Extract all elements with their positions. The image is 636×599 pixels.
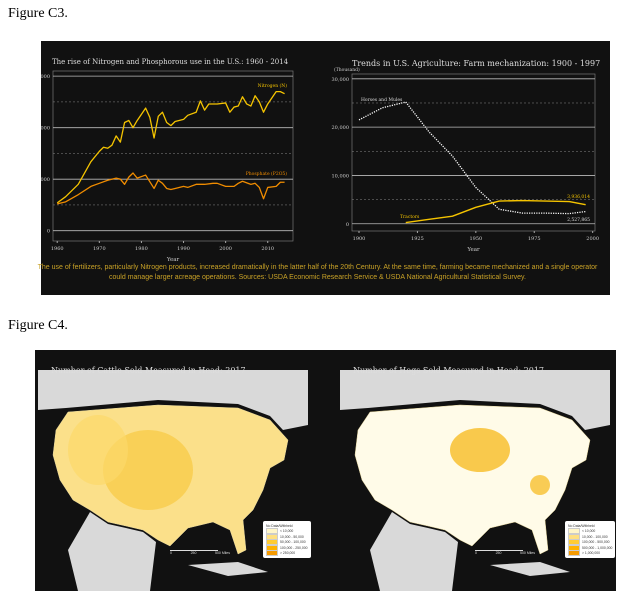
series-line-horses-and-mules bbox=[358, 101, 586, 215]
hogs-nc-region bbox=[530, 475, 550, 495]
series-line-tractors bbox=[405, 199, 586, 224]
y-tick-label: 15,000 bbox=[41, 74, 50, 80]
y-axis-label: (Thousand) bbox=[334, 66, 360, 73]
legend-label: 100,000 - 250,000 bbox=[280, 545, 308, 550]
scale-label: 500 Miles bbox=[520, 551, 535, 555]
y-tick-label: 5,000 bbox=[41, 177, 50, 183]
figure-c3-panel: The rise of Nitrogen and Phosphorous use… bbox=[41, 41, 610, 295]
series-label: Nitrogen (N) bbox=[258, 82, 288, 89]
x-tick-label: 1960 bbox=[51, 246, 64, 252]
x-tick-label: 2000 bbox=[586, 236, 599, 242]
x-axis-label: Year bbox=[166, 257, 180, 261]
x-tick-label: 2010 bbox=[261, 246, 274, 252]
canada-landmass bbox=[38, 370, 308, 430]
legend-label: > 250,000 bbox=[280, 551, 296, 556]
y-tick-label: 20,000 bbox=[332, 125, 350, 131]
scale-label: 500 Miles bbox=[215, 551, 230, 555]
scale-label: 0 bbox=[475, 551, 477, 555]
canada-landmass bbox=[340, 370, 610, 430]
legend-item: > 1,000,000 bbox=[568, 550, 612, 557]
map-legend: No Data/Withheld < 10,000 10,000 - 50,000 5… bbox=[263, 521, 311, 558]
figure-c3-label: Figure C3. bbox=[8, 6, 68, 21]
series-line-nitrogen-n- bbox=[56, 90, 285, 204]
x-axis-label: Year bbox=[466, 247, 480, 253]
map-title: Number of Hogs Sold Measured in Head: 20… bbox=[353, 366, 544, 375]
legend-label: < 10,000 bbox=[280, 529, 294, 534]
legend-label: 100,000 - 500,000 bbox=[582, 540, 610, 545]
map-scale-bar: 0 250 500 Miles bbox=[170, 547, 230, 555]
cuba-landmass bbox=[188, 562, 268, 576]
cuba-landmass bbox=[490, 562, 570, 576]
chart-title: Trends in U.S. Agriculture: Farm mechani… bbox=[352, 59, 600, 68]
hogs-high-density-region bbox=[450, 428, 510, 472]
series-line-phosphate-p2o5- bbox=[57, 172, 285, 205]
plot-frame bbox=[351, 73, 596, 232]
y-tick-label: 0 bbox=[346, 222, 349, 228]
x-tick-label: 1970 bbox=[93, 246, 106, 252]
legend-item: > 250,000 bbox=[266, 550, 308, 557]
series-label: Tractors bbox=[400, 214, 420, 220]
us-counties bbox=[354, 404, 591, 555]
y-tick-label: 30,000 bbox=[332, 77, 350, 83]
legend-label: < 10,000 bbox=[582, 529, 596, 534]
plot-frame bbox=[52, 70, 294, 242]
tractors-end-value: 3,936,014 bbox=[567, 194, 590, 200]
farm-mechanization-chart: Trends in U.S. Agriculture: Farm mechani… bbox=[332, 59, 601, 253]
chart-title: The rise of Nitrogen and Phosphorous use… bbox=[52, 58, 289, 66]
legend-label: 10,000 - 100,000 bbox=[582, 534, 608, 539]
x-tick-label: 1925 bbox=[411, 236, 424, 242]
y-tick-label: 0 bbox=[47, 229, 50, 235]
mexico-landmass bbox=[68, 512, 156, 591]
figure-c4-label: Figure C4. bbox=[8, 318, 68, 333]
mexico-landmass bbox=[370, 512, 458, 591]
nitrogen-phosphorous-chart: The rise of Nitrogen and Phosphorous use… bbox=[41, 58, 294, 261]
legend-label: No Data/Withheld bbox=[568, 523, 595, 528]
map-legend: No Data/Withheld < 10,000 10,000 - 100,000… bbox=[565, 521, 616, 558]
x-tick-label: 1975 bbox=[528, 236, 541, 242]
legend-label: > 1,000,000 bbox=[582, 551, 601, 556]
figure-c3-caption: The use of fertilizers, particularly Nit… bbox=[37, 264, 598, 281]
x-tick-label: 1990 bbox=[177, 246, 190, 252]
legend-label: 500,000 - 1,000,000 bbox=[582, 545, 613, 550]
legend-swatch bbox=[266, 550, 278, 557]
legend-label: 50,000 - 100,000 bbox=[280, 540, 306, 545]
legend-label: No Data/Withheld bbox=[266, 523, 293, 528]
x-tick-label: 2000 bbox=[219, 246, 232, 252]
series-label: Horses and Mules bbox=[361, 97, 403, 103]
y-tick-label: 10,000 bbox=[41, 126, 50, 132]
figure-c4-panel: Number of Cattle Sold Measured in Head: … bbox=[35, 350, 616, 591]
scale-label: 0 bbox=[170, 551, 172, 555]
legend-item: No Data/Withheld bbox=[568, 523, 612, 529]
series-label: Phosphate (P2O5) bbox=[246, 170, 288, 177]
map-scale-bar: 0 250 500 Miles bbox=[475, 547, 535, 555]
x-tick-label: 1950 bbox=[469, 236, 482, 242]
legend-swatch bbox=[568, 550, 580, 557]
scale-label: 250 bbox=[495, 551, 502, 555]
y-tick-label: 10,000 bbox=[332, 173, 350, 179]
legend-label: 10,000 - 50,000 bbox=[280, 534, 304, 539]
horses-end-value: 2,527,865 bbox=[567, 217, 590, 223]
x-tick-label: 1980 bbox=[135, 246, 148, 252]
legend-item: No Data/Withheld bbox=[266, 523, 308, 529]
scale-label: 250 bbox=[190, 551, 197, 555]
cattle-west-region bbox=[68, 415, 128, 485]
map-title: Number of Cattle Sold Measured in Head: … bbox=[51, 366, 246, 375]
x-tick-label: 1900 bbox=[353, 236, 366, 242]
